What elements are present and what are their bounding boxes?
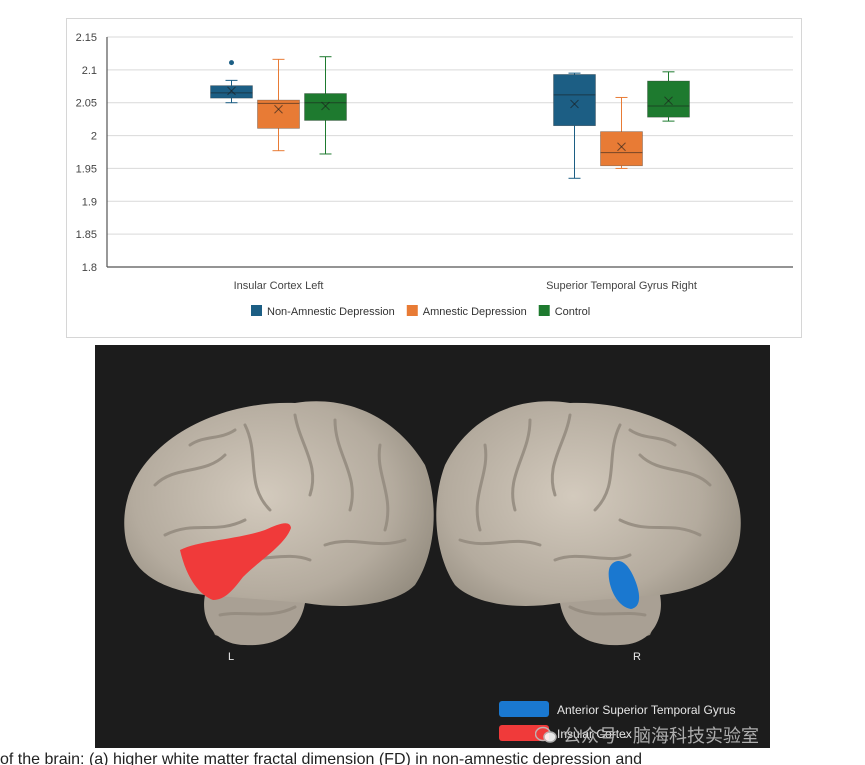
- mean-marker: [227, 86, 236, 96]
- mean-marker: [570, 99, 579, 109]
- y-tick-label: 2.05: [76, 98, 97, 110]
- mean-marker: [274, 104, 283, 114]
- legend: Non-Amnestic Depression Amnestic Depressi…: [251, 305, 590, 318]
- y-tick-label: 1.8: [82, 262, 97, 274]
- box-plot-chart: 1.8 1.85 1.9 1.95 2 2.05 2.1 2.15 Insular Corte…: [76, 32, 793, 318]
- gridlines: [107, 36, 793, 235]
- watermark: 公众号 · 脑海科技实验室: [535, 722, 759, 748]
- wechat-icon: [535, 726, 557, 743]
- box-1-0: [257, 58, 300, 152]
- box-0-0: [210, 60, 253, 104]
- box-iqr: [304, 93, 347, 121]
- category-label: Superior Temporal Gyrus Right: [546, 280, 697, 292]
- legend-label: Non-Amnestic Depression: [267, 306, 395, 318]
- mean-marker: [664, 96, 673, 106]
- y-tick-label: 2.15: [76, 32, 97, 44]
- legend-swatch-anterior-superior-temporal-gyrus: [499, 701, 549, 717]
- chart-card: 1.8 1.85 1.9 1.95 2 2.05 2.1 2.15 Insular Corte…: [66, 18, 802, 338]
- legend-swatch: [251, 305, 262, 316]
- insular-cortex-region: [180, 523, 291, 600]
- boxes: [210, 56, 690, 179]
- box-1-1: [600, 96, 643, 169]
- box-iqr: [600, 131, 643, 167]
- box-2-1: [647, 71, 690, 122]
- mean-marker: [321, 101, 330, 111]
- legend-swatch: [538, 305, 550, 316]
- y-tick-label: 1.95: [76, 163, 97, 175]
- category-labels: Insular Cortex Left Superior Temporal Gyr…: [234, 280, 697, 292]
- left-hemisphere-label: L: [228, 651, 235, 663]
- brain-image-panel: L R Anterior Superior Temporal Gyrus Ins…: [95, 345, 770, 748]
- legend-label: Control: [555, 306, 590, 318]
- left-hemisphere: [124, 401, 434, 646]
- legend-label-anterior-superior-temporal-gyrus: Anterior Superior Temporal Gyrus: [557, 703, 736, 717]
- box-2-0: [304, 56, 347, 155]
- mean-marker: [617, 142, 626, 152]
- anterior-superior-temporal-gyrus-region: [608, 560, 640, 609]
- caption-text-cropped: of the brain: (a) higher white matter fr…: [0, 751, 643, 765]
- right-hemisphere: [436, 401, 741, 646]
- box-iqr: [210, 85, 253, 99]
- y-tick-label: 2: [91, 131, 97, 143]
- y-tick-label: 1.9: [82, 196, 97, 208]
- watermark-text: 公众号 · 脑海科技实验室: [563, 726, 759, 746]
- axes: 1.8 1.85 1.9 1.95 2 2.05 2.1 2.15: [76, 32, 793, 274]
- y-tick-label: 1.85: [76, 229, 97, 241]
- brain-illustration: [124, 401, 741, 646]
- box-0-1: [553, 72, 596, 179]
- legend-swatch: [406, 305, 418, 316]
- y-tick-label: 2.1: [82, 65, 97, 77]
- right-hemisphere-label: R: [633, 651, 641, 663]
- box-iqr: [647, 80, 690, 118]
- legend-label: Amnestic Depression: [423, 306, 527, 318]
- box-iqr: [553, 74, 596, 127]
- box-iqr: [257, 99, 300, 129]
- outlier-point: [229, 60, 234, 66]
- category-label: Insular Cortex Left: [234, 280, 324, 292]
- legend-label-insular-cortex: Insular Cortex: [557, 727, 632, 741]
